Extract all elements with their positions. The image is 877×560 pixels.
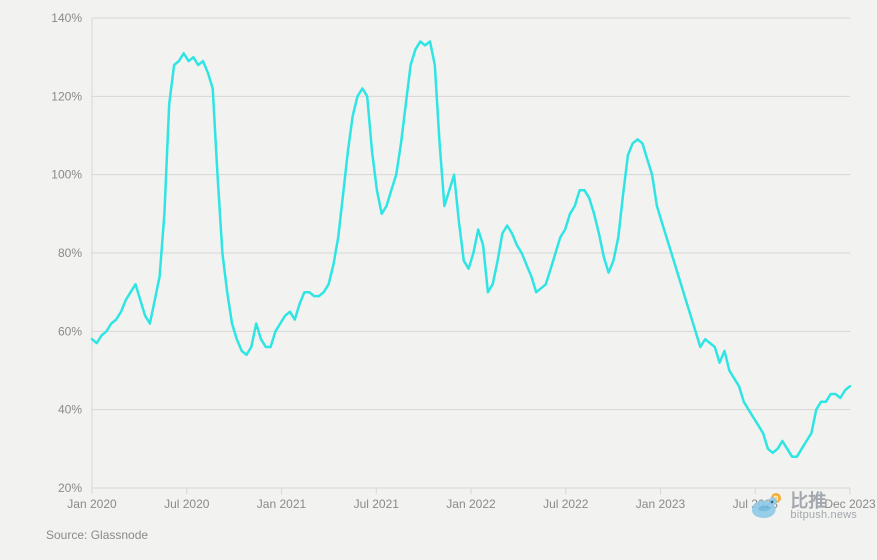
x-tick-label: Dec 2023 xyxy=(824,497,876,511)
x-tick-label: Jan 2023 xyxy=(636,497,686,511)
y-tick-label: 120% xyxy=(51,89,82,103)
x-tick-label: Jan 2022 xyxy=(446,497,496,511)
y-tick-label: 140% xyxy=(51,11,82,25)
x-tick-label: Jul 2023 xyxy=(733,497,779,511)
y-tick-label: 20% xyxy=(58,481,82,495)
line-chart: 20% 40% 60% 80% 100% 120% 140% Jan 2020 Jul 2020… xyxy=(0,0,877,560)
x-tick-label: Jan 2021 xyxy=(257,497,307,511)
y-tick-label: 100% xyxy=(51,168,82,182)
x-tick-label: Jan 2020 xyxy=(67,497,117,511)
y-tick-label: 40% xyxy=(58,403,82,417)
x-tick-label: Jul 2021 xyxy=(354,497,400,511)
chart-container: 20% 40% 60% 80% 100% 120% 140% Jan 2020 Jul 2020… xyxy=(0,0,877,560)
y-tick-label: 60% xyxy=(58,324,82,338)
x-tick-label: Jul 2020 xyxy=(164,497,210,511)
source-label: Source: Glassnode xyxy=(46,528,148,542)
x-tick-label: Jul 2022 xyxy=(543,497,589,511)
y-tick-label: 80% xyxy=(58,246,82,260)
chart-background xyxy=(0,0,877,560)
